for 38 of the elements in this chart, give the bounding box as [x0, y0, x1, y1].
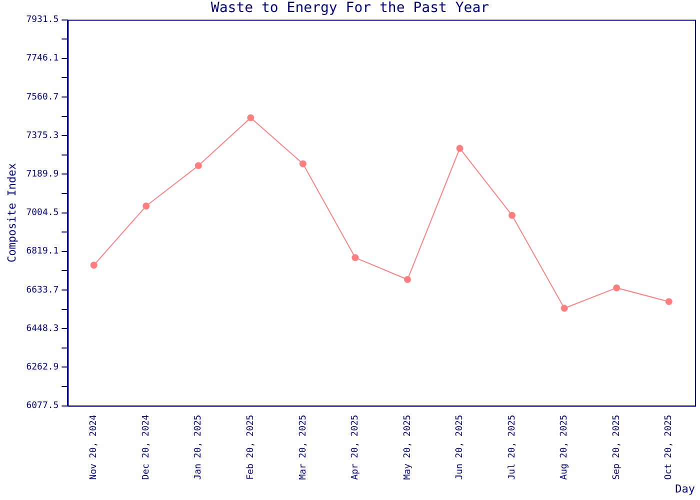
point [90, 262, 98, 269]
x-tick-label: May 20, 2025 [402, 414, 413, 480]
x-tick-label: Jun 20, 2025 [455, 414, 466, 480]
y-tick-label: 6262.9 [26, 362, 59, 373]
y-tick-label: 7004.5 [26, 208, 59, 218]
x-axis-title: Day [675, 482, 696, 496]
point [560, 304, 568, 312]
y-axis-title: Composite Index [5, 162, 18, 262]
point [613, 284, 620, 292]
point [247, 114, 254, 122]
point [142, 202, 150, 210]
x-tick-label: Mar 20, 2025 [298, 414, 308, 480]
y-tick-label: 7375.3 [26, 130, 59, 141]
x-tick-label: Apr 20, 2025 [350, 414, 361, 480]
point [404, 276, 411, 284]
point [194, 162, 202, 170]
x-tick-label: Jan 20, 2025 [194, 414, 204, 480]
x-tick-label: Aug 20, 2025 [560, 414, 570, 480]
y-tick-label: 7560.7 [26, 92, 59, 102]
chart-title: Waste to Energy For the Past Year [210, 0, 490, 16]
x-tick-label: Dec 20, 2024 [141, 414, 152, 480]
x-tick-label: Nov 20, 2024 [89, 414, 100, 480]
point [665, 298, 672, 306]
y-tick-label: 6077.5 [26, 401, 59, 412]
y-tick-label: 7931.5 [26, 15, 59, 26]
x-tick-label: Oct 20, 2025 [664, 414, 674, 480]
x-tick-label: Feb 20, 2025 [246, 414, 256, 480]
y-tick-label: 6633.7 [26, 285, 59, 296]
x-tick-label: Jul 20, 2025 [507, 414, 518, 480]
y-tick-label: 6819.1 [26, 246, 59, 257]
y-tick-label: 7189.9 [26, 170, 59, 180]
point [508, 212, 516, 219]
y-tick-label: 7746.1 [26, 54, 59, 64]
y-tick-label: 6448.3 [26, 324, 59, 334]
x-tick-label: Sep 20, 2025 [612, 414, 622, 480]
point [299, 160, 306, 168]
point [456, 144, 464, 152]
point [352, 254, 359, 262]
